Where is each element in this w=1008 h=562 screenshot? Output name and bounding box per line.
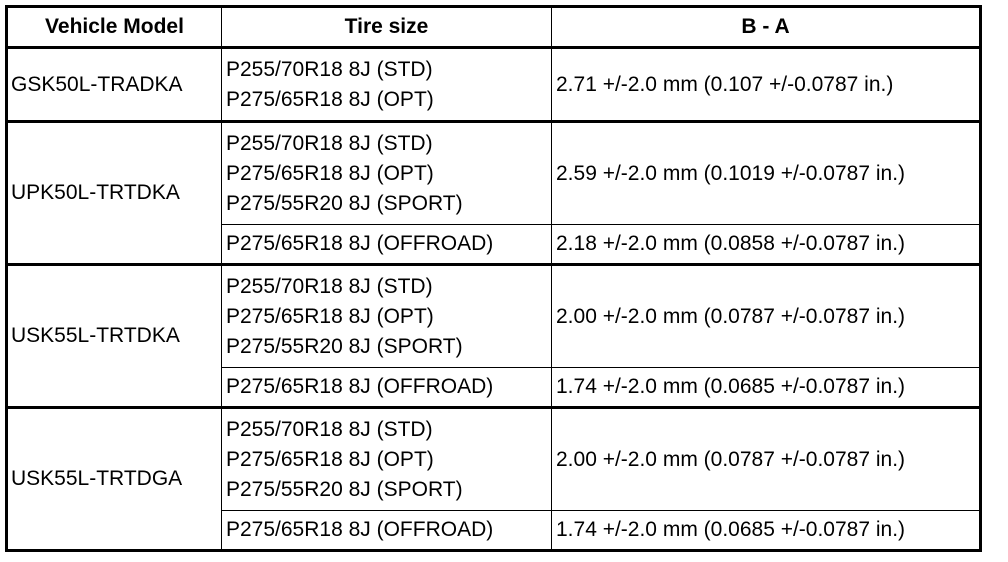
tire-size-cell: P275/65R18 8J (OFFROAD) <box>221 510 552 551</box>
tire-size: P275/65R18 8J (OPT) <box>226 304 434 328</box>
b-minus-a: 2.59 +/-2.0 mm (0.1019 +/-0.0787 in.) <box>551 120 981 225</box>
header-cell: Vehicle Model <box>6 6 222 49</box>
header-cell: B - A <box>551 6 981 49</box>
b-minus-a: 1.74 +/-2.0 mm (0.0685 +/-0.0787 in.) <box>551 510 981 551</box>
tire-size-cell: P255/70R18 8J (STD) P275/65R18 8J (OPT) P2… <box>221 120 552 225</box>
tire-size: P255/70R18 8J (STD) <box>226 57 433 81</box>
b-minus-a: 2.00 +/-2.0 mm (0.0787 +/-0.0787 in.) <box>551 263 981 368</box>
b-minus-a: 2.71 +/-2.0 mm (0.107 +/-0.0787 in.) <box>551 46 981 122</box>
vehicle-model: UPK50L-TRTDKA <box>6 120 222 265</box>
table-row: UPK50L-TRTDKA P255/70R18 8J (STD) P275/65R… <box>6 120 981 265</box>
b-minus-a: 2.00 +/-2.0 mm (0.0787 +/-0.0787 in.) <box>551 406 981 511</box>
table-header: Vehicle Model Tire size B - A <box>6 6 981 49</box>
tire-size-cell: P255/70R18 8J (STD) P275/65R18 8J (OPT) <box>221 46 552 122</box>
tire-size: P275/65R18 8J (OPT) <box>226 161 434 185</box>
tire-size: P275/55R20 8J (SPORT) <box>226 477 463 501</box>
tire-size: P275/65R18 8J (OPT) <box>226 87 434 111</box>
vehicle-model: USK55L-TRTDGA <box>6 406 222 551</box>
header-cell: Tire size <box>221 6 552 49</box>
b-minus-a: 2.18 +/-2.0 mm (0.0858 +/-0.0787 in.) <box>551 224 981 265</box>
tire-size: P275/55R20 8J (SPORT) <box>226 334 463 358</box>
tire-size-cell: P255/70R18 8J (STD) P275/65R18 8J (OPT) P2… <box>221 263 552 368</box>
tire-size: P275/65R18 8J (OFFROAD) <box>226 232 494 255</box>
table-body: GSK50L-TRADKA P255/70R18 8J (STD) P275/65R… <box>6 46 981 551</box>
b-minus-a: 1.74 +/-2.0 mm (0.0685 +/-0.0787 in.) <box>551 367 981 408</box>
table-row: P275/65R18 8J (OFFROAD) 2.18 +/-2.0 mm (0… <box>7 224 981 265</box>
tire-size: P275/65R18 8J (OFFROAD) <box>226 375 494 398</box>
table-row: P275/65R18 8J (OFFROAD) 1.74 +/-2.0 mm (0… <box>7 367 981 408</box>
tire-size-cell: P255/70R18 8J (STD) P275/65R18 8J (OPT) P2… <box>221 406 552 511</box>
tire-size-cell: P275/65R18 8J (OFFROAD) <box>221 367 552 408</box>
spec-table: Vehicle Model Tire size B - A GSK50L-TRA… <box>5 5 982 552</box>
tire-size-cell: P275/65R18 8J (OFFROAD) <box>221 224 552 265</box>
vehicle-model: USK55L-TRTDKA <box>6 263 222 408</box>
tire-size: P275/65R18 8J (OFFROAD) <box>226 518 494 541</box>
header-row: Vehicle Model Tire size B - A <box>6 6 981 49</box>
tire-size: P275/55R20 8J (SPORT) <box>226 191 463 215</box>
tire-size: P255/70R18 8J (STD) <box>226 274 433 298</box>
tire-size: P255/70R18 8J (STD) <box>226 417 433 441</box>
tire-size: P275/65R18 8J (OPT) <box>226 447 434 471</box>
tire-size: P255/70R18 8J (STD) <box>226 131 433 155</box>
table-row: USK55L-TRTDGA P255/70R18 8J (STD) P275/65R… <box>6 406 981 551</box>
vehicle-model: GSK50L-TRADKA <box>6 46 222 122</box>
table-row: USK55L-TRTDKA P255/70R18 8J (STD) P275/65R… <box>6 263 981 408</box>
table-row: P275/65R18 8J (OFFROAD) 1.74 +/-2.0 mm (0… <box>7 510 981 551</box>
table-row: GSK50L-TRADKA P255/70R18 8J (STD) P275/65R… <box>6 46 981 122</box>
